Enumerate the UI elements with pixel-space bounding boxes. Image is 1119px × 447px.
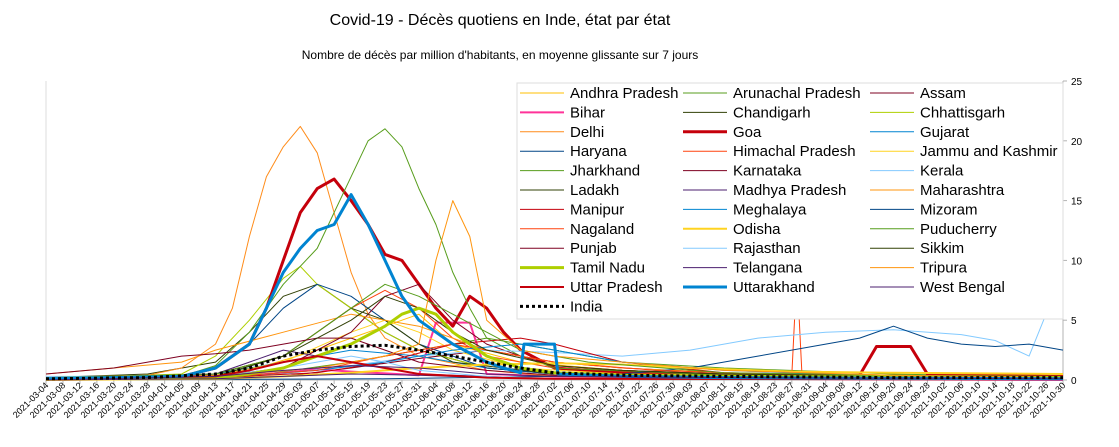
legend-label: Kerala	[920, 163, 964, 180]
legend-label: Goa	[733, 124, 762, 141]
legend-label: Chandigarh	[733, 104, 811, 121]
legend-label: Ladakh	[570, 182, 619, 199]
y-tick-label: 5	[1071, 316, 1077, 327]
series-line-jharkhand	[45, 128, 1064, 380]
series-line-india	[45, 343, 1063, 381]
series-lines	[45, 125, 1064, 381]
legend-label: Chhattisgarh	[920, 104, 1005, 121]
legend-label: Manipur	[570, 201, 624, 218]
series-line-uttar-pradesh	[45, 355, 1064, 381]
legend-box	[516, 82, 1064, 320]
chart-subtitle: Nombre de décès par million d'habitants,…	[301, 48, 699, 62]
legend-label: Rajasthan	[733, 240, 801, 257]
legend-label: Himachal Pradesh	[733, 143, 856, 160]
y-tick-label: 15	[1071, 197, 1083, 208]
legend-label: Uttar Pradesh	[570, 279, 663, 296]
series-line-jammu-and-kashmir	[45, 319, 1064, 380]
legend-label: Bihar	[570, 104, 605, 121]
legend-label: Karnataka	[733, 163, 802, 180]
series-line-uttarakhand	[45, 193, 1064, 381]
legend-label: Tripura	[920, 260, 968, 277]
legend-label: Sikkim	[920, 240, 964, 257]
legend-label: Mizoram	[920, 201, 978, 218]
legend-label: Telangana	[733, 260, 803, 277]
legend-label: Madhya Pradesh	[733, 182, 846, 199]
legend-label: Maharashtra	[920, 182, 1005, 199]
legend-label: Andhra Pradesh	[570, 85, 678, 102]
legend-label: Puducherry	[920, 221, 997, 238]
legend-label: Punjab	[570, 240, 617, 257]
legend: Andhra Pradesh Arunachal Pradesh Assam Biha…	[516, 82, 1064, 320]
legend-label: Haryana	[570, 143, 627, 160]
y-tick-label: 0	[1071, 376, 1077, 387]
legend-label: West Bengal	[920, 279, 1005, 296]
legend-label: Tamil Nadu	[570, 260, 645, 277]
series-line-tripura	[45, 200, 1064, 381]
legend-label: Jharkhand	[570, 163, 640, 180]
y-tick-label: 10	[1071, 256, 1083, 267]
y-tick-label: 25	[1071, 77, 1083, 88]
legend-label: Arunachal Pradesh	[733, 85, 861, 102]
legend-label: Nagaland	[570, 221, 634, 238]
legend-label: Jammu and Kashmir	[920, 143, 1058, 160]
legend-label: Delhi	[570, 124, 604, 141]
legend-label: Uttarakhand	[733, 279, 815, 296]
legend-label: India	[570, 298, 603, 315]
legend-label: Odisha	[733, 221, 781, 238]
legend-label: Assam	[920, 85, 966, 102]
series-line-west-bengal	[45, 365, 1064, 381]
y-tick-label: 20	[1071, 137, 1083, 148]
legend-label: Meghalaya	[733, 201, 807, 218]
chart-title: Covid-19 - Décès quotiens en Inde, état …	[329, 12, 671, 29]
legend-label: Gujarat	[920, 124, 970, 141]
